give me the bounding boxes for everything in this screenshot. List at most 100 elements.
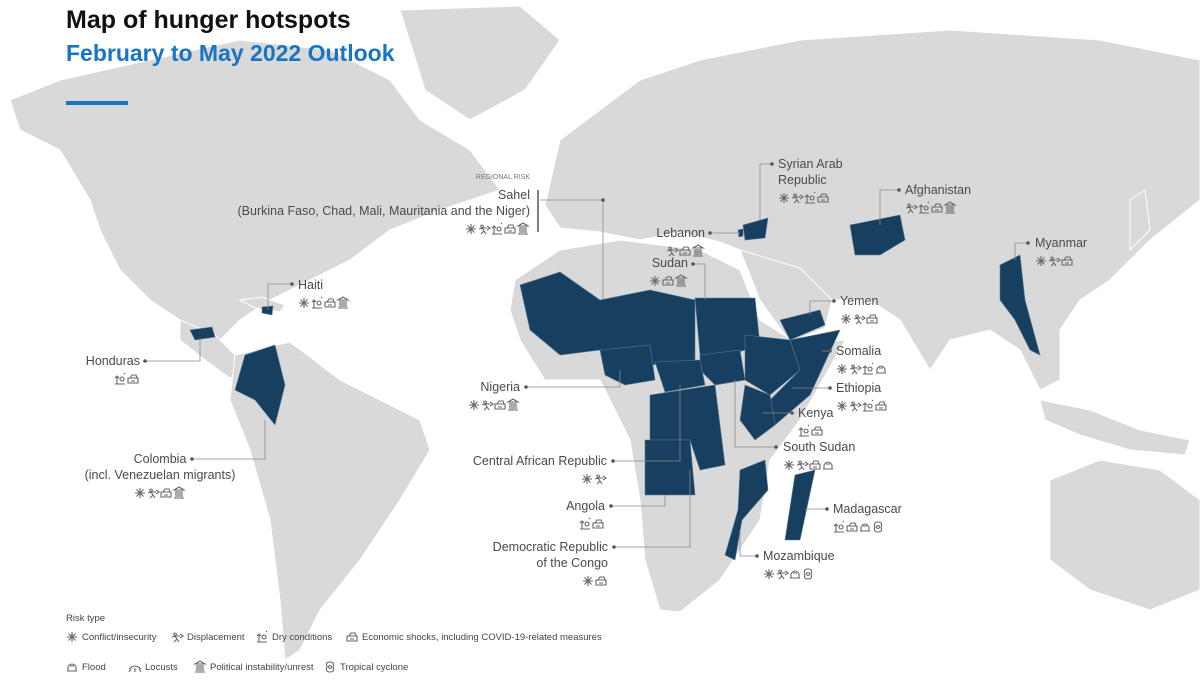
afghanistan-area: [849, 214, 906, 256]
icon-stroke: [853, 314, 866, 325]
legend-label: Tropical cyclone: [340, 662, 408, 673]
australia: [1049, 459, 1200, 611]
angola-area: [644, 439, 696, 496]
leader-line: [192, 420, 266, 460]
nigeria-area: [599, 344, 656, 386]
hotspot-label: Nigeria: [469, 370, 621, 411]
risk-icon: [674, 274, 688, 287]
icon-stroke: [494, 400, 506, 410]
risk-icon: [666, 246, 679, 257]
hotspot-name: Colombia: [134, 452, 187, 466]
regional-note: REGIONAL RISK: [476, 174, 531, 181]
leader-line: [145, 338, 201, 362]
legend-label: Locusts: [145, 662, 178, 673]
icon-stroke: [866, 314, 878, 324]
icon-stroke: [128, 665, 142, 673]
risk-icon: [811, 426, 823, 436]
icon-stroke: [311, 296, 323, 309]
hotspot-name: Nigeria: [480, 380, 520, 394]
risk-icon: [796, 460, 809, 471]
icon-stroke: [592, 519, 604, 529]
risk-icon: [336, 296, 350, 309]
legend-label: Dry conditions: [272, 632, 332, 643]
icon-stroke: [127, 374, 139, 384]
icon-stroke: [666, 246, 679, 257]
icon-stroke: [849, 364, 862, 375]
risk-icon: [128, 665, 142, 673]
hotspot-label: Ethiopia: [792, 381, 887, 412]
hotspot-name: Sudan: [652, 256, 688, 270]
risk-icon: [779, 193, 789, 203]
icon-stroke: [791, 193, 804, 204]
ethiopia-area: [744, 334, 801, 396]
legend-item: Flood: [67, 662, 106, 673]
risk-icon: [679, 246, 691, 256]
leader-line: [879, 189, 899, 225]
hotspot-subline: Republic: [778, 173, 827, 187]
risk-icon: [905, 203, 918, 214]
hotspot-label: Colombia (incl. Venezuelan migrants): [85, 420, 266, 499]
icon-stroke: [798, 424, 810, 437]
risk-icon: [127, 374, 139, 384]
hotspot-label: Syrian Arab Republic: [759, 157, 843, 220]
risk-icon: [172, 486, 186, 499]
icon-stroke: [135, 488, 145, 498]
icon-stroke: [776, 569, 789, 580]
hotspot-name: Myanmar: [1035, 236, 1087, 250]
hotspot-areas: [189, 214, 1041, 561]
risk-icon: [478, 224, 491, 235]
hotspot-label: Mozambique: [739, 530, 835, 580]
leader-dot: [897, 188, 901, 192]
risk-icon: [147, 488, 160, 499]
labels: Haiti Honduras Colombia (incl. Venezuelan m…: [85, 157, 1087, 586]
leader-dot: [611, 459, 615, 463]
risk-icon: [466, 224, 476, 234]
icon-stroke: [918, 201, 930, 214]
icon-stroke: [841, 314, 851, 324]
icon-stroke: [862, 399, 874, 412]
risk-icon: [160, 488, 172, 498]
icon-stroke: [324, 298, 336, 308]
legend-item: Dry conditions: [256, 630, 332, 643]
hotspot-label: REGIONAL RISK Sahel (Burkina Faso, Chad, M…: [238, 174, 605, 300]
icon-stroke: [875, 401, 887, 411]
leader-line: [526, 370, 621, 388]
leader-dot: [190, 457, 194, 461]
risk-icon: [324, 298, 336, 308]
risk-icon: [943, 201, 957, 214]
title: Map of hunger hotspots: [66, 6, 351, 34]
leader-dot: [790, 411, 794, 415]
icon-stroke: [114, 372, 126, 385]
risk-icon: [875, 401, 887, 411]
icon-stroke: [67, 632, 77, 642]
leader-line: [611, 495, 666, 507]
haiti-area: [261, 305, 274, 316]
hotspot-label: Honduras: [86, 338, 201, 385]
hotspot-name: Afghanistan: [905, 183, 971, 197]
risk-icon: [862, 399, 874, 412]
risk-icon: [798, 424, 810, 437]
leader-line: [739, 530, 757, 557]
risk-icon: [582, 474, 592, 484]
legend: Risk type Conflict/insecurity Displacement…: [66, 613, 602, 673]
risk-icon: [776, 569, 789, 580]
risk-icon: [171, 632, 184, 643]
hotspot-label: Afghanistan: [879, 183, 971, 225]
icon-stroke: [876, 365, 886, 374]
icon-stroke: [790, 570, 800, 579]
lebanon-area: [737, 228, 744, 238]
legend-item: Economic shocks, including COVID-19-rela…: [346, 632, 602, 643]
icon-stroke: [849, 401, 862, 412]
hotspot-subline: (incl. Venezuelan migrants): [85, 468, 236, 482]
hotspot-name: Lebanon: [656, 226, 705, 240]
risk-icon: [256, 630, 268, 643]
madagascar-area: [784, 469, 816, 541]
risk-icon: [516, 222, 530, 235]
icon-stroke: [833, 520, 845, 533]
risk-icon: [506, 398, 520, 411]
risk-icon: [833, 520, 845, 533]
icon-stroke: [784, 460, 794, 470]
risk-icon: [803, 568, 813, 580]
colombia-area: [234, 344, 286, 426]
risk-icon: [504, 224, 516, 234]
